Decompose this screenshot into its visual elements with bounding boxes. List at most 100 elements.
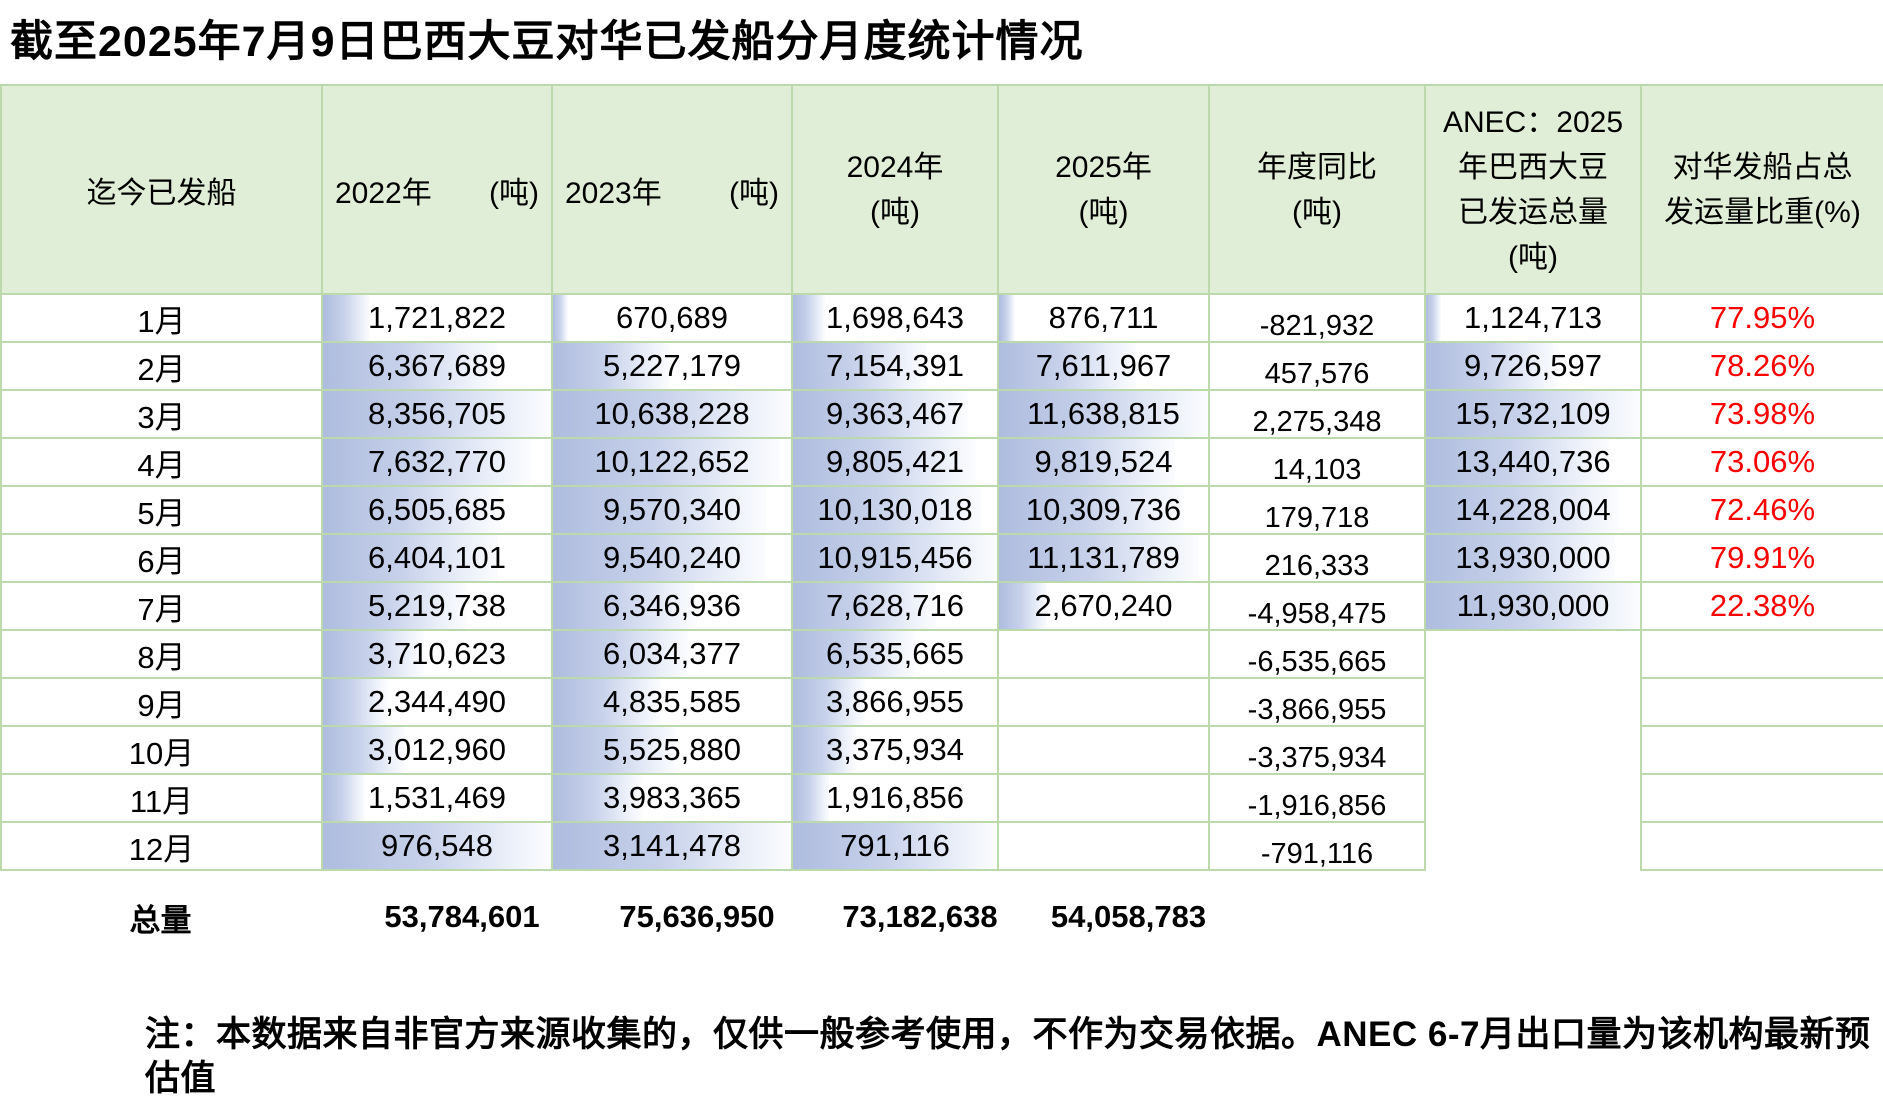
data-bar <box>324 392 550 436</box>
data-bar <box>324 488 501 532</box>
cell-yoy: -3,375,934 <box>1208 725 1426 775</box>
data-bar <box>1427 584 1639 628</box>
cell-2025: 11,638,815 <box>997 389 1210 439</box>
data-bar <box>794 440 977 484</box>
total-2023: 75,636,950 <box>619 899 775 934</box>
data-bar <box>324 776 365 820</box>
header-shipped-to-date: 迄今已发船 <box>0 84 323 295</box>
cell-2022: 3,710,623 <box>321 629 553 679</box>
data-bar <box>324 344 497 388</box>
cell-yoy: -4,958,475 <box>1208 581 1426 631</box>
cell-yoy: -821,932 <box>1208 293 1426 343</box>
cell-2025 <box>997 677 1210 727</box>
table-row: 5月 6,505,685 9,570,340 10,130,018 10,309… <box>0 485 1883 535</box>
data-bar <box>794 344 927 388</box>
data-bar <box>554 824 790 868</box>
data-bar <box>554 488 768 532</box>
data-bar <box>1427 440 1609 484</box>
table-row: 1月 1,721,822 670,689 1,698,643 876,711 -… <box>0 293 1883 343</box>
cell-2023: 6,034,377 <box>551 629 793 679</box>
cell-anec <box>1425 822 1641 870</box>
data-bar <box>324 728 406 772</box>
cell-2023: 3,141,478 <box>551 821 793 871</box>
data-bar <box>1427 536 1616 580</box>
cell-anec: 14,228,004 <box>1424 485 1642 535</box>
data-bar <box>1427 344 1559 388</box>
cell-2022: 5,219,738 <box>321 581 553 631</box>
data-bar <box>794 728 857 772</box>
month-cell: 1月 <box>0 293 323 343</box>
cell-percent: 72.46% <box>1640 485 1883 535</box>
cell-2024: 9,805,421 <box>791 437 999 487</box>
month-cell: 6月 <box>0 533 323 583</box>
header-2022: 2022年 (吨) <box>321 84 553 295</box>
data-bar <box>794 680 866 724</box>
total-2025: 54,058,783 <box>1050 899 1207 934</box>
table-row: 2月 6,367,689 5,227,179 7,154,391 7,611,9… <box>0 341 1883 391</box>
month-cell: 10月 <box>0 725 323 775</box>
table-row: 4月 7,632,770 10,122,652 9,805,421 9,819,… <box>0 437 1883 487</box>
cell-2022: 6,505,685 <box>321 485 553 535</box>
cell-2022: 8,356,705 <box>321 389 553 439</box>
cell-2024: 7,154,391 <box>791 341 999 391</box>
cell-anec: 11,930,000 <box>1424 581 1642 631</box>
cell-2025 <box>997 821 1210 871</box>
data-bar <box>1427 296 1442 340</box>
cell-anec: 13,440,736 <box>1424 437 1642 487</box>
month-cell: 3月 <box>0 389 323 439</box>
data-bar <box>554 296 568 340</box>
cell-2023: 9,540,240 <box>551 533 793 583</box>
table-row: 10月 3,012,960 5,525,880 3,375,934 -3,375… <box>0 725 1883 775</box>
cell-percent <box>1640 725 1883 775</box>
data-bar <box>1000 584 1047 628</box>
cell-anec <box>1425 726 1641 774</box>
header-2023: 2023年 (吨) <box>551 84 793 295</box>
cell-2024: 9,363,467 <box>791 389 999 439</box>
cell-2022: 1,531,469 <box>321 773 553 823</box>
cell-yoy: 14,103 <box>1208 437 1426 487</box>
data-bar <box>794 488 983 532</box>
totals-label: 总量 <box>129 902 192 938</box>
data-bar <box>554 344 670 388</box>
cell-yoy: 179,718 <box>1208 485 1426 535</box>
data-bar <box>554 440 780 484</box>
cell-2022: 976,548 <box>321 821 553 871</box>
cell-2022: 7,632,770 <box>321 437 553 487</box>
cell-anec <box>1425 774 1641 822</box>
month-cell: 9月 <box>0 677 323 727</box>
data-bar <box>324 632 425 676</box>
cell-2024: 3,375,934 <box>791 725 999 775</box>
data-bar <box>794 776 829 820</box>
cell-anec <box>1425 630 1641 678</box>
data-bar <box>554 680 662 724</box>
cell-anec: 13,930,000 <box>1424 533 1642 583</box>
cell-yoy: 2,275,348 <box>1208 389 1426 439</box>
cell-2024: 10,130,018 <box>791 485 999 535</box>
cell-2025: 7,611,967 <box>997 341 1210 391</box>
cell-2023: 3,983,365 <box>551 773 793 823</box>
data-bar <box>554 776 642 820</box>
data-bar <box>554 392 790 436</box>
page-title: 截至2025年7月9日巴西大豆对华已发船分月度统计情况 <box>10 18 1084 66</box>
data-bar <box>1000 440 1176 484</box>
cell-yoy: -1,916,856 <box>1208 773 1426 823</box>
cell-2023: 5,525,880 <box>551 725 793 775</box>
cell-2022: 6,404,101 <box>321 533 553 583</box>
cell-percent: 73.06% <box>1640 437 1883 487</box>
totals-row: 总量 53,784,601 75,636,950 73,182,638 54,0… <box>0 893 1883 941</box>
cell-2024: 10,915,456 <box>791 533 999 583</box>
cell-2024: 791,116 <box>791 821 999 871</box>
month-cell: 12月 <box>0 821 323 871</box>
cell-percent <box>1640 773 1883 823</box>
month-cell: 8月 <box>0 629 323 679</box>
cell-2025 <box>997 725 1210 775</box>
cell-2022: 3,012,960 <box>321 725 553 775</box>
cell-2024: 7,628,716 <box>791 581 999 631</box>
cell-2023: 4,835,585 <box>551 677 793 727</box>
table-row: 12月 976,548 3,141,478 791,116 -791,116 <box>0 821 1883 871</box>
header-2025: 2025年 (吨) <box>997 84 1210 295</box>
cell-yoy: 457,576 <box>1208 341 1426 391</box>
data-bar <box>554 632 688 676</box>
table-row: 9月 2,344,490 4,835,585 3,866,955 -3,866,… <box>0 677 1883 727</box>
